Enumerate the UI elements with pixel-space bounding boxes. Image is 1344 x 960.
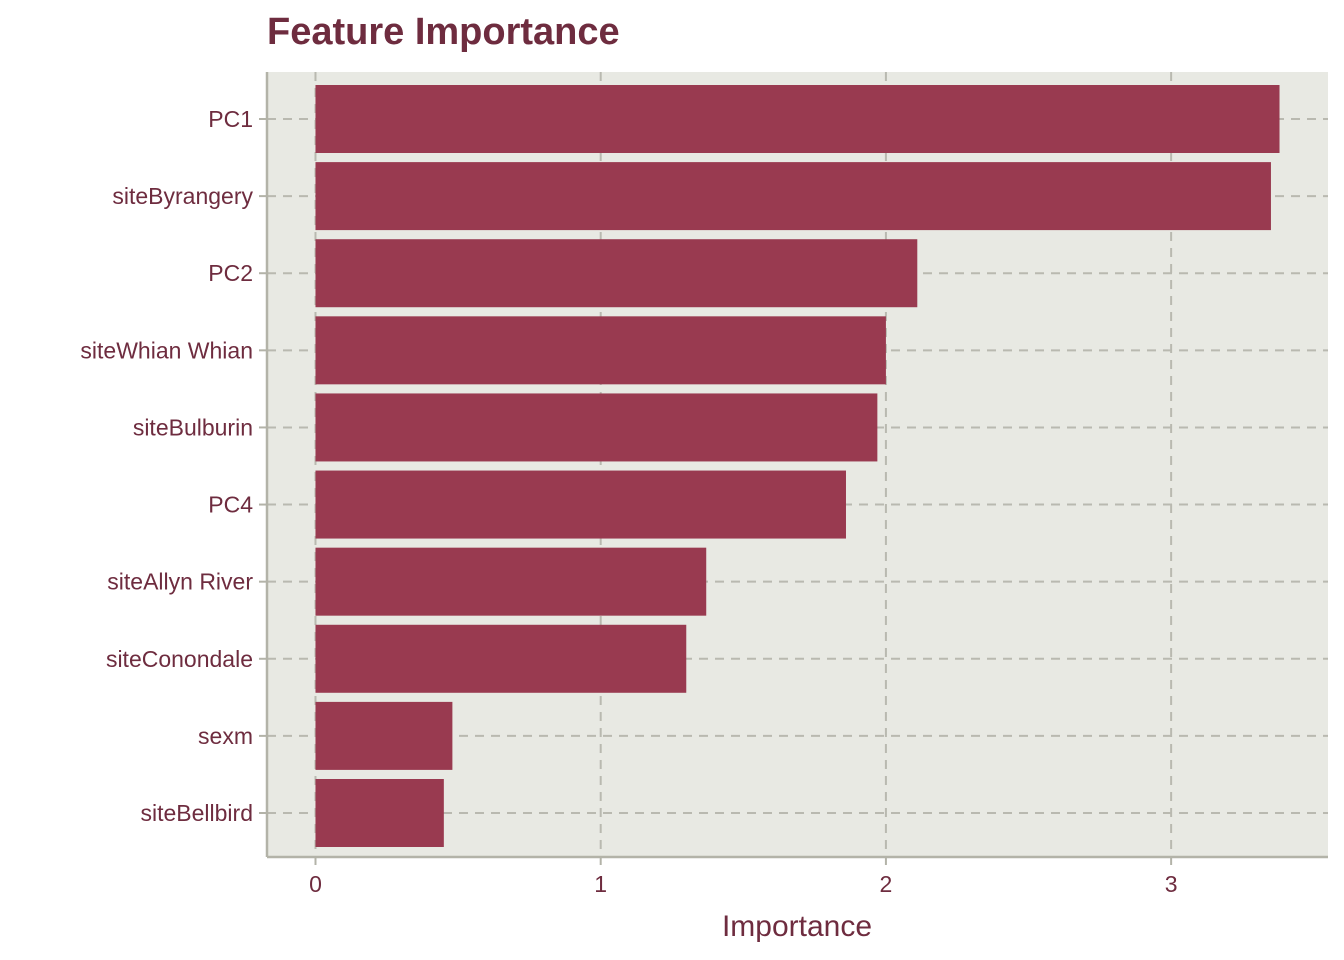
y-tick-label: sexm [198, 723, 253, 749]
y-tick-label: siteAllyn River [107, 569, 253, 595]
axes [259, 72, 1328, 865]
y-tick-label: siteBellbird [141, 800, 254, 826]
bars [315, 85, 1280, 847]
chart-title: Feature Importance [267, 11, 620, 53]
bar [315, 701, 453, 770]
y-tick-label: siteBulburin [133, 414, 253, 440]
x-tick-label: 2 [880, 871, 893, 897]
y-tick-label: PC4 [208, 492, 253, 518]
bar [315, 624, 687, 693]
bar [315, 162, 1271, 231]
x-tick-label: 3 [1165, 871, 1178, 897]
y-tick-labels: PC1 siteByrangery PC2 siteWhian Whian siteBu… [80, 106, 253, 826]
y-tick-label: PC1 [208, 106, 253, 132]
bar [315, 779, 444, 847]
bar [315, 393, 878, 462]
y-tick-label: siteByrangery [112, 183, 253, 209]
y-tick-label: siteConondale [106, 646, 253, 672]
y-tick-label: PC2 [208, 260, 253, 286]
x-tick-label: 0 [309, 871, 322, 897]
bar [315, 239, 918, 308]
bar [315, 85, 1280, 153]
x-tick-labels: 0 1 2 3 [309, 871, 1177, 897]
x-tick-label: 1 [594, 871, 607, 897]
bar [315, 316, 886, 385]
x-axis-title: Importance [722, 910, 872, 943]
y-tick-label: siteWhian Whian [80, 337, 253, 363]
bar [315, 547, 707, 616]
bar [315, 470, 846, 539]
